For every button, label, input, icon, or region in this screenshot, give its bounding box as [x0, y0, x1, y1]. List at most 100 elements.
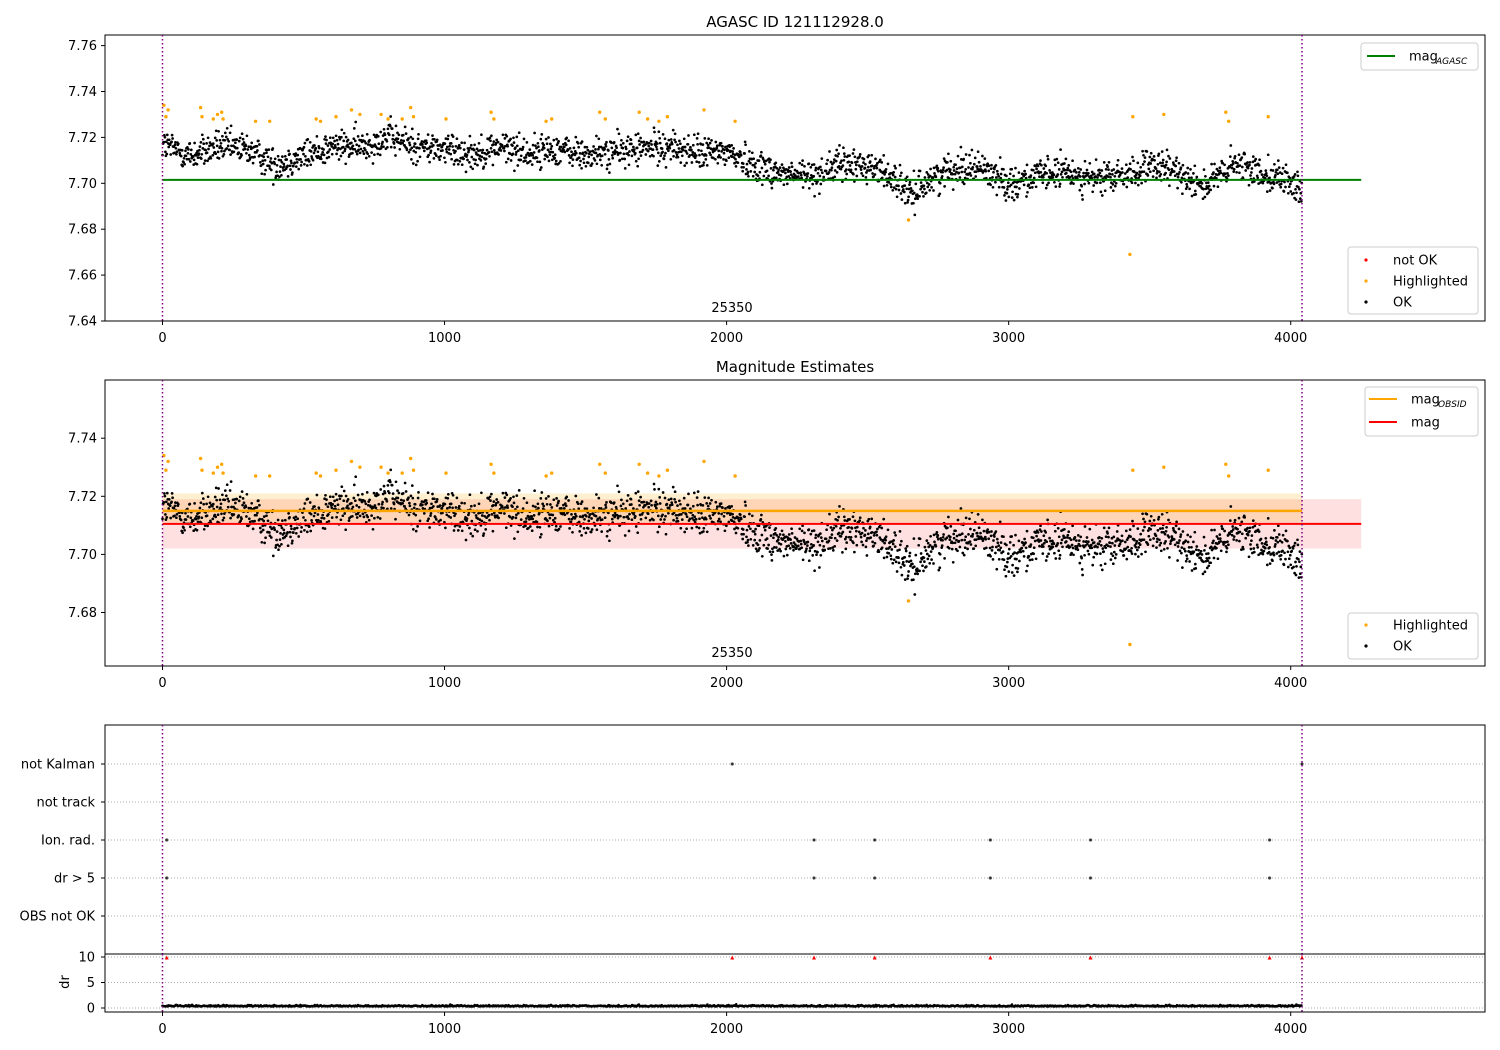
- ok-point: [1138, 543, 1142, 547]
- ok-point: [733, 516, 737, 520]
- ok-point: [1104, 167, 1108, 171]
- ok-point: [1068, 175, 1072, 179]
- ok-point: [855, 525, 859, 529]
- ok-point: [163, 494, 167, 498]
- ok-point: [309, 163, 313, 167]
- ok-point: [651, 148, 655, 151]
- ok-point: [427, 517, 430, 521]
- ok-point: [788, 547, 792, 550]
- ok-point: [503, 149, 506, 153]
- ok-point: [1039, 170, 1043, 174]
- ok-point: [548, 513, 551, 516]
- ok-point: [899, 543, 902, 547]
- ok-point: [864, 162, 867, 166]
- ok-point: [264, 168, 267, 172]
- ok-point: [849, 168, 853, 172]
- ok-point: [347, 145, 350, 149]
- ok-point: [1190, 194, 1194, 198]
- ok-point: [353, 147, 357, 151]
- ok-point: [1036, 164, 1040, 168]
- ok-point: [1046, 157, 1050, 161]
- ok-point: [1202, 560, 1205, 564]
- ok-point: [1168, 157, 1172, 160]
- ok-point: [1281, 533, 1285, 537]
- ok-point: [170, 133, 174, 137]
- ok-point: [237, 139, 241, 143]
- ok-point: [583, 507, 587, 510]
- ok-point: [800, 176, 804, 180]
- ok-point: [1090, 546, 1094, 550]
- ok-point: [894, 166, 897, 170]
- ok-point: [293, 518, 297, 522]
- ok-point: [291, 539, 294, 543]
- ok-point: [843, 519, 847, 522]
- ok-point: [214, 486, 218, 490]
- ok-point: [490, 492, 493, 496]
- ok-point: [546, 155, 549, 159]
- ok-point: [1212, 184, 1216, 188]
- ok-point: [418, 155, 422, 159]
- ok-point: [658, 496, 662, 499]
- ok-point: [691, 143, 695, 147]
- ok-point: [1155, 171, 1159, 175]
- ok-point: [892, 186, 896, 189]
- ok-point: [863, 166, 867, 170]
- highlighted-point: [489, 110, 493, 114]
- ok-point: [950, 547, 954, 551]
- ok-point: [382, 127, 386, 131]
- ok-point: [341, 145, 345, 149]
- ok-point: [258, 517, 262, 521]
- ok-point: [926, 557, 930, 561]
- ok-point: [1160, 512, 1164, 516]
- ok-point: [1184, 559, 1188, 563]
- ok-point: [885, 547, 888, 551]
- ok-point: [580, 140, 584, 143]
- ok-point: [726, 148, 730, 152]
- ok-point: [538, 511, 541, 515]
- ok-point: [1024, 172, 1027, 176]
- ok-point: [963, 546, 967, 550]
- ok-point: [184, 149, 187, 153]
- ok-point: [930, 558, 933, 561]
- ok-point: [1096, 545, 1099, 549]
- ok-point: [1069, 170, 1073, 174]
- ok-point: [245, 515, 248, 518]
- ok-point: [604, 503, 607, 507]
- ok-point: [458, 525, 462, 528]
- ok-point: [370, 151, 373, 154]
- ok-point: [929, 550, 933, 553]
- ok-point: [935, 531, 939, 534]
- ok-point: [505, 493, 509, 497]
- ok-point: [188, 525, 192, 529]
- ok-point: [1009, 183, 1013, 187]
- ok-point: [1187, 546, 1191, 549]
- ok-point: [1002, 167, 1005, 171]
- ok-point: [1240, 532, 1244, 536]
- ok-point: [669, 497, 673, 501]
- ok-point: [586, 161, 590, 165]
- ok-point: [1098, 540, 1102, 543]
- ok-point: [610, 146, 614, 150]
- ok-point: [543, 157, 547, 161]
- ok-point: [1081, 198, 1084, 201]
- ok-point: [251, 161, 255, 165]
- ok-point: [1012, 174, 1015, 178]
- ok-point: [361, 149, 365, 153]
- ok-point: [538, 149, 541, 152]
- ok-point: [1120, 534, 1124, 538]
- ok-point: [747, 525, 751, 528]
- ok-point: [912, 537, 916, 540]
- ok-point: [741, 162, 745, 165]
- ok-point: [291, 171, 294, 174]
- ok-point: [1299, 191, 1303, 195]
- ok-point: [717, 512, 721, 515]
- ok-point: [1089, 543, 1093, 547]
- highlighted-point: [665, 468, 670, 472]
- ok-point: [703, 137, 707, 140]
- ok-point: [514, 146, 517, 150]
- ok-point: [819, 168, 823, 172]
- ok-point: [757, 549, 760, 552]
- ok-point: [820, 157, 824, 160]
- ok-point: [1295, 565, 1298, 568]
- ok-point: [682, 496, 686, 500]
